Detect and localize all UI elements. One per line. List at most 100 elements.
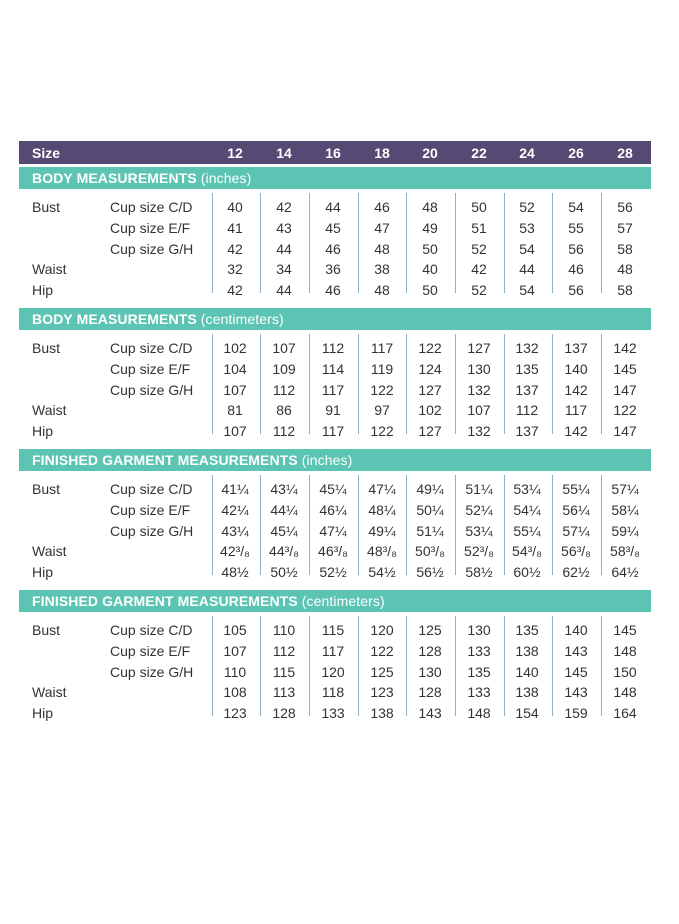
value-cell: 52¼ xyxy=(465,501,493,518)
value-cell: 44¼ xyxy=(270,501,298,518)
value-cell: 45¼ xyxy=(270,522,298,539)
cup-size-label: Cup size E/F xyxy=(110,642,191,659)
cup-size-label: Cup size G/H xyxy=(110,240,194,257)
size-label: Size xyxy=(32,145,61,161)
column-divider xyxy=(212,193,213,293)
cup-size-label: Cup size E/F xyxy=(110,360,191,377)
value-cell: 43¼ xyxy=(221,522,249,539)
value-cell: 56¼ xyxy=(562,501,590,518)
value-cell: 107 xyxy=(223,642,247,659)
value-cell: 44 xyxy=(276,240,292,257)
value-cell: 46 xyxy=(568,261,584,278)
column-divider xyxy=(260,193,261,293)
cup-size-label: Cup size G/H xyxy=(110,522,194,539)
table-row: Cup size G/H 42 44 46 48 50 52 54 56 58 xyxy=(19,239,651,259)
column-divider xyxy=(504,193,505,293)
value-cell: 145 xyxy=(613,622,637,638)
value-cell: 140 xyxy=(564,622,588,638)
table-row: Waist 42³/₈ 44³/₈ 46³/₈ 48³/₈ 50³/₈ 52³/₈ 54³/₈… xyxy=(19,541,651,561)
measure-label: Hip xyxy=(32,564,54,581)
cup-size-label: Cup size E/F xyxy=(110,501,191,518)
measure-label: Bust xyxy=(32,340,61,356)
section-title-unit: (centimeters) xyxy=(301,593,385,609)
value-cell: 112 xyxy=(272,381,296,398)
column-divider xyxy=(309,616,310,716)
column-divider xyxy=(309,334,310,434)
value-cell: 135 xyxy=(515,622,539,638)
value-cell: 54½ xyxy=(368,564,396,581)
value-cell: 51¼ xyxy=(416,522,444,539)
value-cell: 42³/₈ xyxy=(220,543,250,560)
value-cell: 49 xyxy=(422,219,438,236)
value-cell: 58 xyxy=(617,282,633,299)
value-cell: 51 xyxy=(471,219,487,236)
size-chart: Size 12 14 16 18 20 22 24 26 28 BODY MEA… xyxy=(19,141,651,728)
section-title-unit: (inches) xyxy=(301,452,353,468)
section-title-main: BODY MEASUREMENTS xyxy=(32,170,197,186)
value-cell: 109 xyxy=(272,360,296,377)
measure-label: Waist xyxy=(32,261,67,278)
table-row: Hip 107 112 117 122 127 132 137 142 147 xyxy=(19,421,651,441)
value-cell: 48³/₈ xyxy=(367,543,397,560)
value-cell: 48 xyxy=(422,199,438,215)
value-cell: 112 xyxy=(321,340,345,356)
value-cell: 140 xyxy=(515,663,539,680)
value-cell: 55¼ xyxy=(562,481,590,497)
value-cell: 52³/₈ xyxy=(464,543,494,560)
value-cell: 46 xyxy=(325,240,341,257)
section-table: Bust Cup size C/D 40 42 44 46 48 50 52 54 56 Cup si… xyxy=(19,189,651,305)
value-cell: 41¼ xyxy=(221,481,249,497)
value-cell: 47 xyxy=(374,219,390,236)
column-divider xyxy=(260,616,261,716)
column-divider xyxy=(504,334,505,434)
cup-size-label: Cup size G/H xyxy=(110,663,194,680)
value-cell: 133 xyxy=(321,705,345,722)
value-cell: 48 xyxy=(374,240,390,257)
value-cell: 42¼ xyxy=(221,501,249,518)
value-cell: 102 xyxy=(418,402,442,419)
value-cell: 143 xyxy=(418,705,442,722)
value-cell: 58¼ xyxy=(611,501,639,518)
table-row: Cup size G/H 110 115 120 125 130 135 140 145 150 xyxy=(19,662,651,682)
value-cell: 52 xyxy=(471,282,487,299)
value-cell: 123 xyxy=(223,705,247,722)
cup-size-label: Cup size G/H xyxy=(110,381,194,398)
column-divider xyxy=(601,334,602,434)
value-cell: 107 xyxy=(272,340,296,356)
value-cell: 137 xyxy=(515,423,539,440)
table-row: Cup size E/F 42¼ 44¼ 46¼ 48¼ 50¼ 52¼ 54¼ 56¼ 58¼ xyxy=(19,500,651,520)
size-22: 22 xyxy=(471,145,487,161)
value-cell: 133 xyxy=(467,642,491,659)
value-cell: 108 xyxy=(223,684,247,701)
table-row: Hip 48½ 50½ 52½ 54½ 56½ 58½ 60½ 62½ 64½ xyxy=(19,562,651,582)
measure-label: Bust xyxy=(32,622,61,638)
value-cell: 115 xyxy=(321,622,345,638)
table-row: Cup size G/H 107 112 117 122 127 132 137 142 147 xyxy=(19,380,651,400)
value-cell: 137 xyxy=(515,381,539,398)
value-cell: 147 xyxy=(613,423,637,440)
value-cell: 105 xyxy=(223,622,247,638)
value-cell: 45¼ xyxy=(319,481,347,497)
table-row: Cup size E/F 107 112 117 122 128 133 138 143 148 xyxy=(19,641,651,661)
column-divider xyxy=(552,193,553,293)
value-cell: 46¼ xyxy=(319,501,347,518)
value-cell: 123 xyxy=(370,684,394,701)
value-cell: 115 xyxy=(272,663,296,680)
value-cell: 53 xyxy=(519,219,535,236)
size-20: 20 xyxy=(422,145,438,161)
value-cell: 43¼ xyxy=(270,481,298,497)
size-24: 24 xyxy=(519,145,535,161)
measure-label: Hip xyxy=(32,705,54,722)
value-cell: 40 xyxy=(422,261,438,278)
value-cell: 148 xyxy=(613,642,637,659)
value-cell: 127 xyxy=(418,381,442,398)
value-cell: 62½ xyxy=(562,564,590,581)
value-cell: 117 xyxy=(321,423,345,440)
value-cell: 132 xyxy=(515,340,539,356)
value-cell: 64½ xyxy=(611,564,639,581)
section-title-main: BODY MEASUREMENTS xyxy=(32,311,197,327)
value-cell: 154 xyxy=(515,705,539,722)
column-divider xyxy=(212,616,213,716)
column-divider xyxy=(358,334,359,434)
value-cell: 104 xyxy=(223,360,247,377)
